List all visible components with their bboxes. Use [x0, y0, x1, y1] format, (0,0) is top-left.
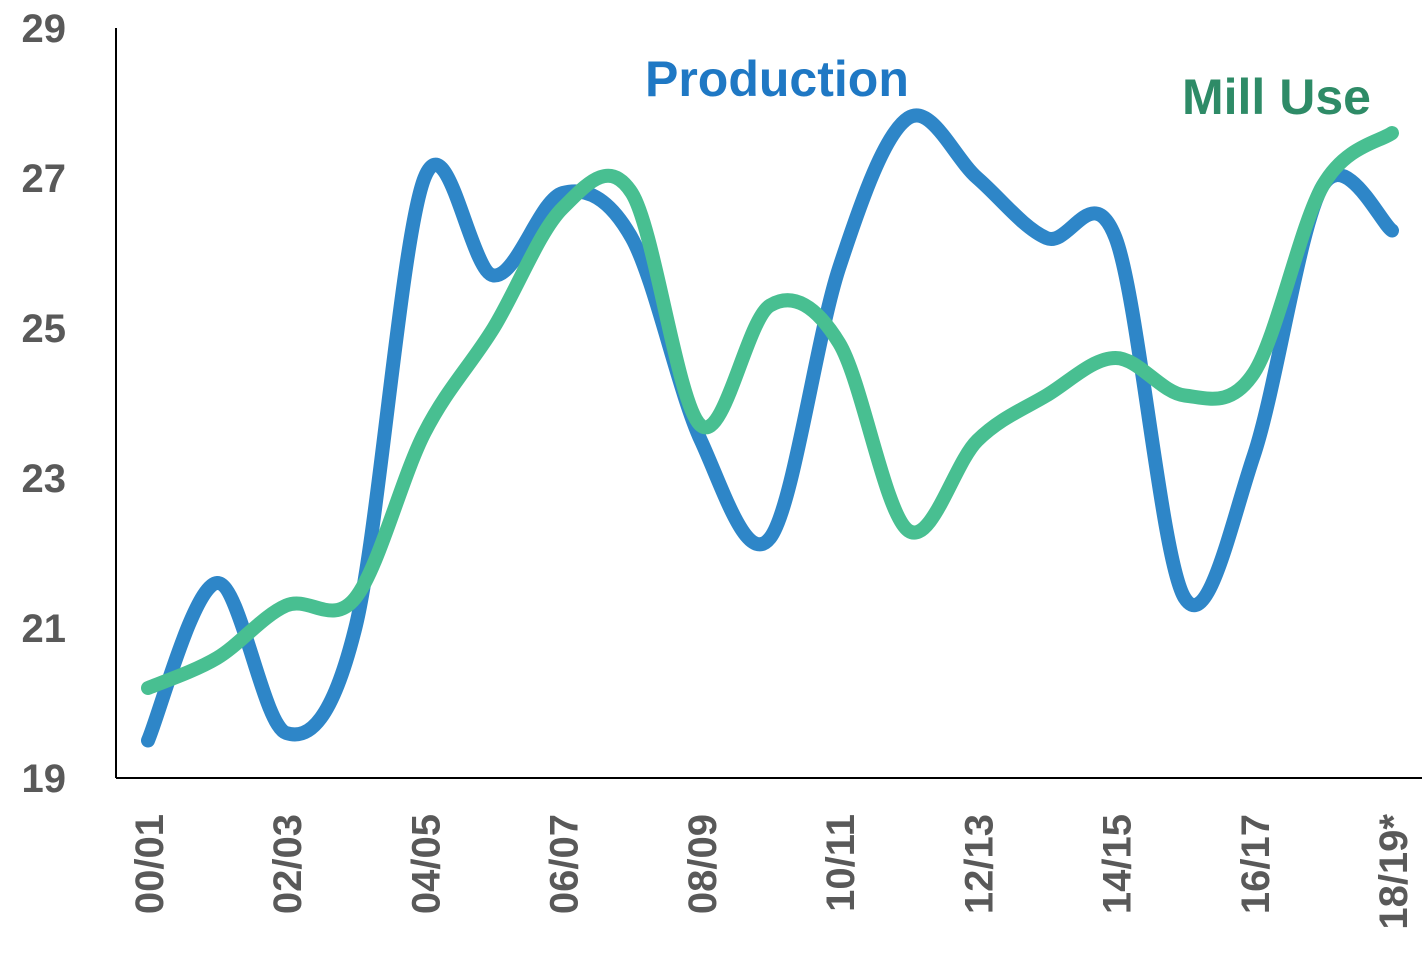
- x-tick-label: 16/17: [1234, 814, 1278, 914]
- x-tick-label: 06/07: [543, 814, 587, 914]
- x-tick-label: 14/15: [1096, 814, 1140, 914]
- x-tick-label: 04/05: [404, 814, 448, 914]
- y-tick-labels: 19 21 23 25 27 29: [22, 7, 67, 801]
- x-tick-label: 08/09: [681, 814, 725, 914]
- y-tick-label: 27: [22, 157, 67, 201]
- y-tick-label: 23: [22, 457, 67, 501]
- x-tick-labels: 00/01 02/03 04/05 06/07 08/09 10/11 12/13 14/15…: [128, 814, 1416, 930]
- axes: [115, 28, 1422, 779]
- series-labels: Production Mill Use: [645, 51, 1371, 125]
- y-tick-label: 19: [22, 757, 67, 801]
- series-line-production: [141, 108, 1399, 748]
- series-label-production: Production: [645, 51, 909, 107]
- x-tick-label: 10/11: [819, 814, 863, 912]
- y-tick-label: 29: [22, 7, 67, 51]
- y-tick-label: 21: [22, 607, 67, 651]
- x-tick-label: 18/19*: [1372, 814, 1416, 930]
- series-lines: [141, 108, 1399, 748]
- x-tick-label: 02/03: [266, 814, 310, 914]
- y-tick-label: 25: [22, 307, 67, 351]
- series-label-mill-use: Mill Use: [1182, 69, 1371, 125]
- series-line-mill-use: [141, 126, 1399, 695]
- x-tick-label: 12/13: [957, 814, 1001, 914]
- x-tick-label: 00/01: [128, 814, 172, 914]
